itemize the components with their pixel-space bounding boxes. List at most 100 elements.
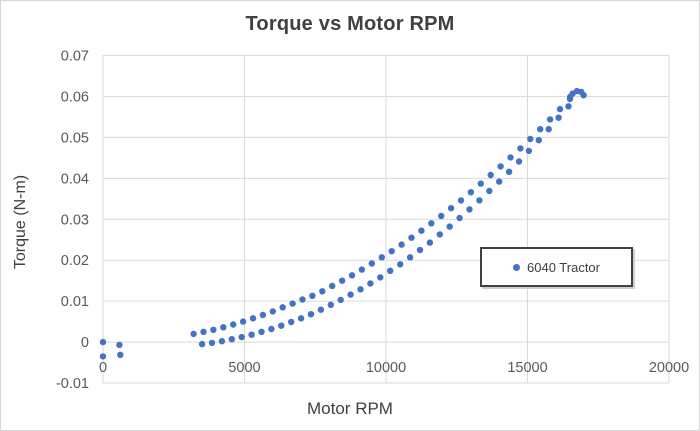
data-point [198, 340, 206, 348]
y-tick-label: -0.01 [56, 376, 89, 392]
data-point [527, 135, 534, 143]
data-point [377, 274, 384, 281]
data-point [268, 325, 275, 333]
data-point [99, 353, 107, 360]
data-point [238, 333, 245, 341]
data-point [467, 189, 475, 196]
data-point [446, 223, 453, 230]
data-point [309, 292, 316, 299]
data-point [456, 214, 463, 222]
data-point [436, 231, 443, 238]
data-point [476, 197, 483, 204]
data-point [487, 171, 494, 179]
data-point [515, 158, 523, 165]
data-point [477, 180, 484, 187]
data-point [368, 260, 375, 267]
data-point [580, 92, 587, 99]
data-point [269, 308, 276, 315]
data-point [537, 126, 544, 133]
y-tick-label: 0.04 [61, 171, 89, 187]
data-point [496, 178, 503, 185]
data-point [428, 220, 435, 227]
data-point [566, 95, 574, 103]
data-point [397, 261, 404, 268]
data-point [307, 311, 315, 318]
data-point [447, 205, 455, 212]
data-point [116, 341, 123, 349]
y-tick-label: 0.02 [61, 253, 89, 269]
chart-title: Torque vs Motor RPM [245, 13, 455, 35]
data-point [357, 286, 364, 293]
data-point [378, 254, 385, 261]
data-point [426, 239, 434, 246]
y-axis-title: Torque (N-m) [12, 174, 29, 270]
data-point [388, 248, 395, 255]
data-point [418, 227, 425, 234]
data-point [289, 300, 296, 307]
data-point [279, 304, 286, 311]
data-point [497, 163, 504, 170]
data-point [347, 291, 354, 298]
data-point [545, 126, 552, 133]
x-tick-label: 10000 [366, 360, 406, 376]
data-point [555, 114, 562, 121]
data-point [507, 154, 514, 161]
data-point [348, 272, 356, 279]
data-point [525, 147, 533, 155]
data-point [258, 328, 265, 335]
data-point [218, 338, 226, 345]
data-point [535, 137, 542, 144]
data-point [505, 168, 513, 175]
data-point [556, 105, 564, 113]
data-point [117, 351, 124, 358]
data-point [230, 321, 237, 328]
y-tick-label: 0.06 [61, 89, 89, 105]
data-point [406, 254, 414, 261]
data-point [228, 336, 235, 343]
x-tick-label: 15000 [507, 360, 547, 376]
data-point [408, 234, 415, 241]
data-point [210, 326, 217, 333]
data-point [288, 318, 295, 326]
data-point [249, 315, 257, 322]
data-point [200, 328, 207, 335]
data-point [248, 331, 255, 338]
data-point [239, 318, 247, 325]
x-axis-title: Motor RPM [307, 399, 393, 418]
data-point [317, 306, 325, 313]
x-tick-label: 20000 [649, 360, 689, 376]
legend-marker-icon [513, 263, 520, 271]
legend: 6040 Tractor [480, 247, 633, 287]
data-point [327, 301, 334, 308]
data-point [299, 296, 306, 303]
y-tick-label: 0 [81, 335, 89, 351]
data-point [220, 324, 227, 331]
y-tick-label: 0.01 [61, 294, 89, 310]
data-point [278, 322, 285, 329]
y-tick-label: 0.07 [61, 49, 89, 65]
data-point [259, 311, 267, 319]
data-point [457, 197, 465, 204]
data-point [466, 206, 473, 213]
data-point [329, 282, 336, 290]
data-point [319, 288, 326, 295]
x-tick-label: 5000 [228, 360, 260, 376]
data-point [367, 280, 374, 287]
data-point [99, 338, 107, 346]
data-point [208, 339, 216, 347]
data-point [565, 103, 572, 110]
data-point [517, 145, 524, 152]
y-tick-label: 0.05 [61, 130, 89, 146]
legend-label: 6040 Tractor [527, 259, 600, 275]
data-point [398, 241, 405, 248]
y-tick-label: 0.03 [61, 212, 89, 228]
data-point [387, 267, 394, 274]
data-point [190, 330, 197, 338]
data-point [337, 296, 344, 304]
data-point [297, 315, 305, 322]
data-point [486, 187, 493, 195]
data-point [416, 246, 424, 254]
x-tick-label: 0 [99, 360, 107, 376]
